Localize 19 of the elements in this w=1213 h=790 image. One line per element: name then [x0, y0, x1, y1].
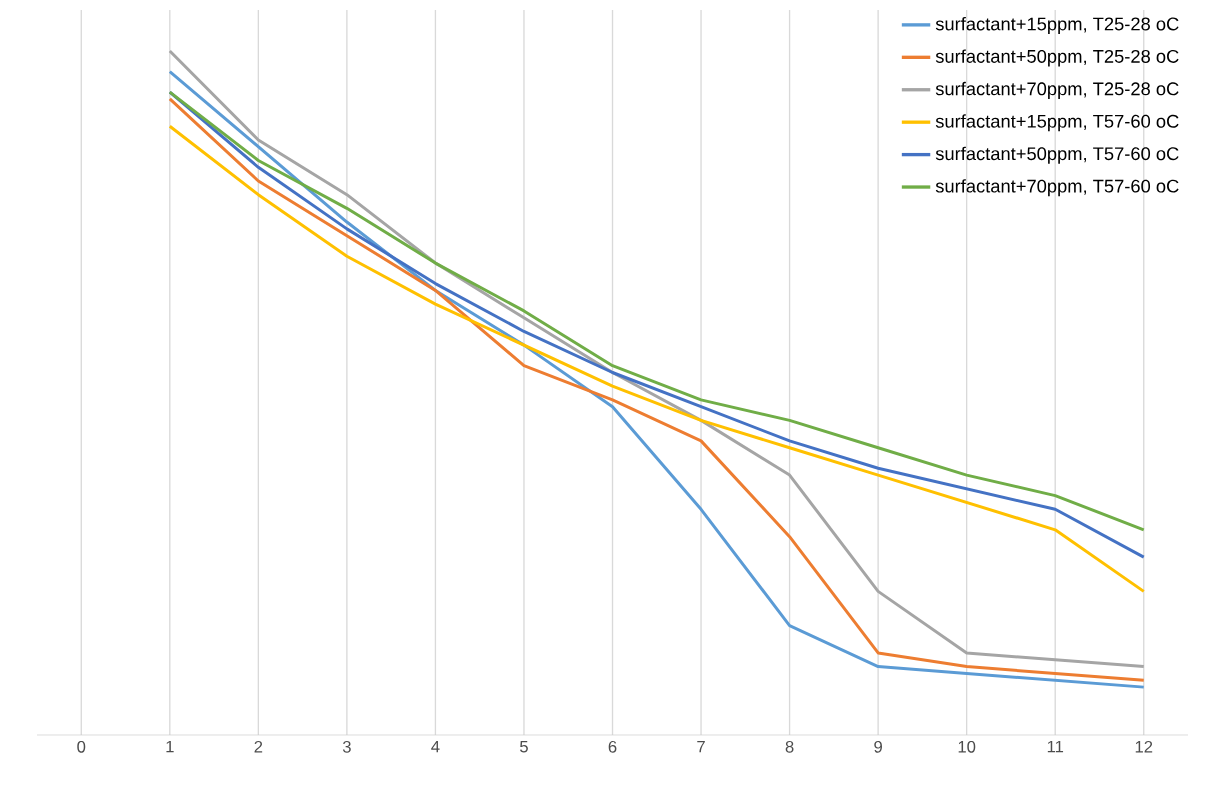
x-tick-label: 3 — [342, 740, 351, 753]
x-tick-label: 12 — [1135, 740, 1153, 753]
legend-label: surfactant+50ppm, T57-60 oC — [935, 146, 1179, 164]
x-tick-label: 1 — [166, 740, 174, 753]
x-tick-label: 4 — [431, 740, 440, 753]
x-tick-label: 7 — [697, 740, 705, 753]
x-tick-label: 9 — [874, 740, 882, 753]
x-tick-label: 2 — [254, 740, 263, 753]
legend-label: surfactant+70ppm, T57-60 oC — [935, 179, 1179, 197]
legend-label: surfactant+70ppm, T25-28 oC — [935, 81, 1179, 99]
legend-label: surfactant+50ppm, T25-28 oC — [935, 49, 1179, 67]
legend-label: surfactant+15ppm, T25-28 oC — [935, 17, 1179, 35]
x-tick-label: 6 — [608, 740, 617, 753]
x-tick-label: 5 — [520, 740, 528, 753]
x-tick-label: 8 — [785, 740, 794, 753]
legend-label: surfactant+15ppm, T57-60 oC — [935, 114, 1179, 132]
x-tick-label: 0 — [77, 740, 86, 753]
x-tick-label: 10 — [958, 740, 976, 753]
x-tick-label: 11 — [1047, 740, 1064, 753]
